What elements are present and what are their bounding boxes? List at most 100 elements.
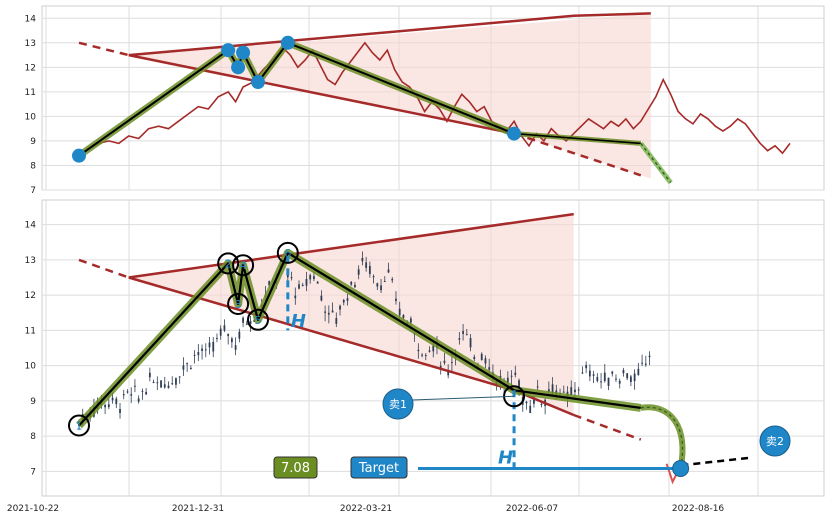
bottom-panel-y-tick: 8 [30, 432, 36, 442]
top-pattern-dot [236, 45, 251, 60]
candle-body [245, 323, 248, 325]
candle-body [510, 375, 513, 377]
candle-body [518, 380, 520, 390]
pattern-point-label: 3 [235, 298, 242, 311]
pattern-point-label: 5 [254, 314, 261, 327]
candle-body [227, 333, 230, 337]
pattern-point-circle [217, 252, 240, 275]
candle-body [633, 373, 636, 382]
bottom-panel-y-tick: 14 [25, 221, 37, 231]
x-tick-label: 2022-08-16 [672, 504, 725, 514]
sell-point-1 [382, 388, 414, 420]
candle-body [574, 389, 576, 393]
candle-body [301, 284, 304, 286]
top-panel-y-tick: 11 [25, 88, 36, 98]
candle-body [197, 352, 200, 356]
top-dashed-lead [78, 41, 130, 57]
candle-body [126, 391, 129, 393]
candle-body [644, 363, 647, 365]
candle-body [417, 349, 420, 352]
candle-body [219, 328, 222, 336]
target-dot [672, 460, 690, 478]
candle-body [473, 356, 476, 360]
candle-body [547, 389, 550, 392]
top-pattern-tail-black [514, 132, 641, 145]
candle-body [600, 381, 602, 383]
pattern-point-circle [68, 414, 90, 437]
sell-point-2-label: 卖2 [766, 435, 784, 448]
candle-body [637, 368, 640, 376]
candle-body [130, 394, 133, 396]
candle-body [115, 398, 118, 405]
top-triangle-fill [128, 13, 651, 179]
top-panel-y-tick: 8 [30, 161, 36, 171]
candle-body [469, 338, 472, 348]
bottom-lower-trendline-ext [573, 413, 642, 441]
candle-body [238, 331, 241, 339]
candle-body [391, 278, 394, 281]
bottom-upper-trendline [128, 212, 574, 279]
height-label-top: H [291, 311, 306, 332]
candle-body [458, 338, 461, 340]
pattern-point-circle [232, 254, 255, 277]
candle-body [313, 276, 315, 280]
target-label-text: Target [358, 461, 399, 476]
candle-body [596, 377, 599, 381]
candle-body [629, 376, 632, 382]
candle-body [182, 365, 185, 370]
bottom-panel-y-tick: 11 [25, 326, 36, 336]
candle-body [395, 298, 397, 301]
top-panel-y-tick: 13 [25, 39, 36, 49]
candle-body [156, 382, 159, 384]
candle-body [208, 342, 211, 348]
candle-body [376, 283, 379, 287]
candle-body [581, 372, 584, 374]
candle-body [354, 284, 356, 288]
candle-body [447, 371, 450, 376]
candle-body [290, 277, 293, 279]
candle-body [193, 354, 196, 356]
candle-body [152, 381, 155, 384]
candle-body [387, 269, 390, 273]
x-tick-label: 2021-12-31 [172, 504, 224, 514]
sell-point-2 [759, 425, 791, 457]
bottom-dashed-lead [78, 258, 130, 279]
top-panel-y-tick: 14 [25, 14, 37, 24]
top-pattern-dot [221, 43, 236, 58]
bottom-pattern-black [78, 251, 641, 427]
candle-body [189, 367, 192, 370]
candle-body [607, 377, 610, 386]
x-tick-label: 2021-10-22 [7, 504, 59, 514]
candle-body [588, 370, 591, 377]
candle-body [350, 281, 353, 285]
top-panel-y-tick: 10 [25, 112, 37, 122]
candle-body [122, 394, 125, 396]
candle-body [107, 404, 110, 408]
candle-body [294, 295, 297, 299]
top-pattern-dot [280, 35, 295, 50]
candle-body [223, 325, 226, 331]
candle-body [372, 276, 375, 278]
sell1-connector [411, 395, 515, 401]
candle-body [514, 372, 517, 375]
candle-body [592, 374, 595, 376]
candle-body [309, 275, 312, 280]
candle-body [141, 390, 144, 392]
candle-body [268, 281, 271, 286]
candle-body [175, 378, 177, 385]
candle-body [148, 372, 151, 378]
candle-body [335, 317, 338, 324]
sell-point-1-label: 卖1 [389, 398, 407, 411]
pattern-point-label: 6 [284, 247, 291, 260]
candle-body [298, 284, 300, 289]
candle-body [506, 377, 509, 383]
candle-body [533, 398, 535, 404]
candle-body [137, 398, 140, 402]
candle-body [421, 354, 423, 356]
bottom-projection-dash [640, 406, 684, 468]
candle-body [119, 409, 121, 413]
candle-body [585, 365, 588, 369]
pattern-point-label: 2 [225, 257, 232, 270]
candle-body [443, 360, 446, 363]
